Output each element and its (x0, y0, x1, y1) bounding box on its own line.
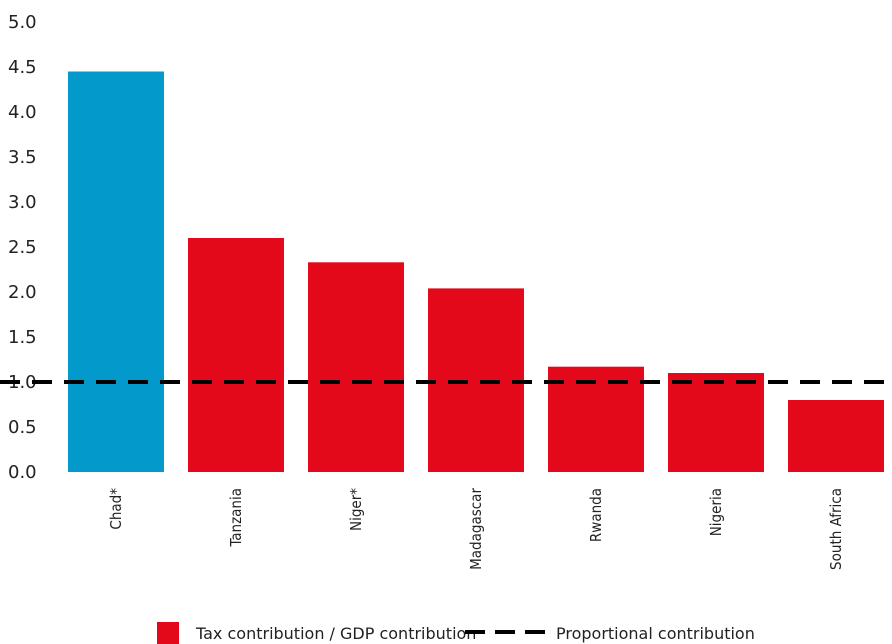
y-tick-label: 2.5 (8, 237, 37, 258)
bar (188, 238, 284, 472)
y-tick-label: 3.5 (8, 147, 37, 168)
bars (68, 71, 884, 472)
y-tick-label: 1.5 (8, 327, 37, 348)
y-tick-label: 4.0 (8, 102, 37, 123)
y-tick-label: 3.0 (8, 192, 37, 213)
y-tick-label: 1.0 (8, 372, 37, 393)
legend-label-tax-contribution: Tax contribution / GDP contribution (195, 624, 476, 643)
y-tick-label: 4.5 (8, 57, 37, 78)
y-tick-label: 0.5 (8, 417, 37, 438)
y-tick-label: 2.0 (8, 282, 37, 303)
legend: Tax contribution / GDP contribution Prop… (157, 622, 755, 644)
category-label: Madagascar (467, 488, 485, 570)
y-axis-ticks: 0.0 0.5 1.0 1.5 2.0 2.5 3.0 3.5 4.0 4.5 5.0 (8, 12, 37, 483)
category-label: Tanzania (227, 488, 245, 548)
y-tick-label: 5.0 (8, 12, 37, 33)
category-label: South Africa (827, 488, 845, 570)
category-label: Nigeria (707, 488, 725, 536)
x-axis-labels: Chad* Tanzania Niger* Madagascar Rwanda Niger… (107, 488, 845, 570)
y-tick-label: 0.0 (8, 462, 37, 483)
bar (428, 288, 524, 472)
bar (68, 71, 164, 472)
bar (668, 373, 764, 472)
legend-label-proportional-contribution: Proportional contribution (556, 624, 755, 643)
category-label: Niger* (347, 488, 365, 531)
category-label: Rwanda (587, 488, 605, 542)
legend-swatch-tax-contribution (157, 622, 179, 644)
bar (788, 400, 884, 472)
bar (548, 366, 644, 472)
bar (308, 262, 404, 472)
category-label: Chad* (107, 488, 125, 530)
